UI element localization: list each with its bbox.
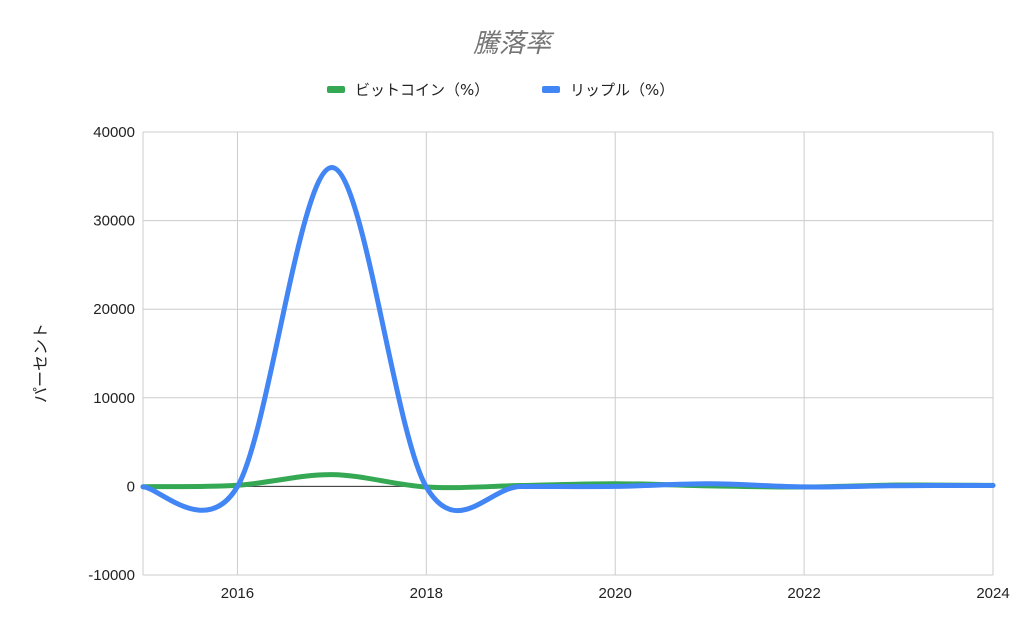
grid [142, 131, 994, 576]
tick-labels: -10000 0 10000 20000 30000 40000 2016 2018 2020 2… [88, 124, 1009, 602]
y-tick-label: 0 [127, 478, 135, 495]
y-tick-label: 10000 [93, 390, 135, 407]
y-tick-label: 20000 [93, 301, 135, 318]
x-tick-label: 2024 [976, 585, 1009, 602]
x-tick-label: 2016 [221, 585, 254, 602]
y-tick-label: -10000 [88, 567, 135, 584]
series-lines [140, 164, 996, 514]
chart-title: 騰落率 [473, 29, 555, 59]
y-tick-label: 40000 [93, 124, 135, 141]
legend-item-ripple[interactable]: リップル（%） [542, 81, 674, 99]
legend-item-bitcoin[interactable]: ビットコイン（%） [327, 81, 489, 99]
legend-label-ripple: リップル（%） [570, 81, 674, 99]
x-tick-label: 2022 [787, 585, 820, 602]
legend-swatch-bitcoin [327, 86, 345, 93]
series-line-ripple[interactable] [140, 164, 996, 514]
legend: ビットコイン（%） リップル（%） [327, 81, 674, 99]
x-tick-label: 2018 [410, 585, 443, 602]
legend-swatch-ripple [542, 86, 560, 93]
legend-label-bitcoin: ビットコイン（%） [355, 81, 489, 99]
y-axis-label: パーセント [31, 323, 50, 403]
y-tick-label: 30000 [93, 213, 135, 230]
x-tick-label: 2020 [599, 585, 632, 602]
